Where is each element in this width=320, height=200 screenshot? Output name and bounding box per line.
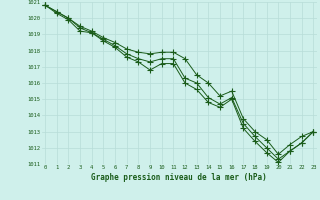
X-axis label: Graphe pression niveau de la mer (hPa): Graphe pression niveau de la mer (hPa): [91, 173, 267, 182]
